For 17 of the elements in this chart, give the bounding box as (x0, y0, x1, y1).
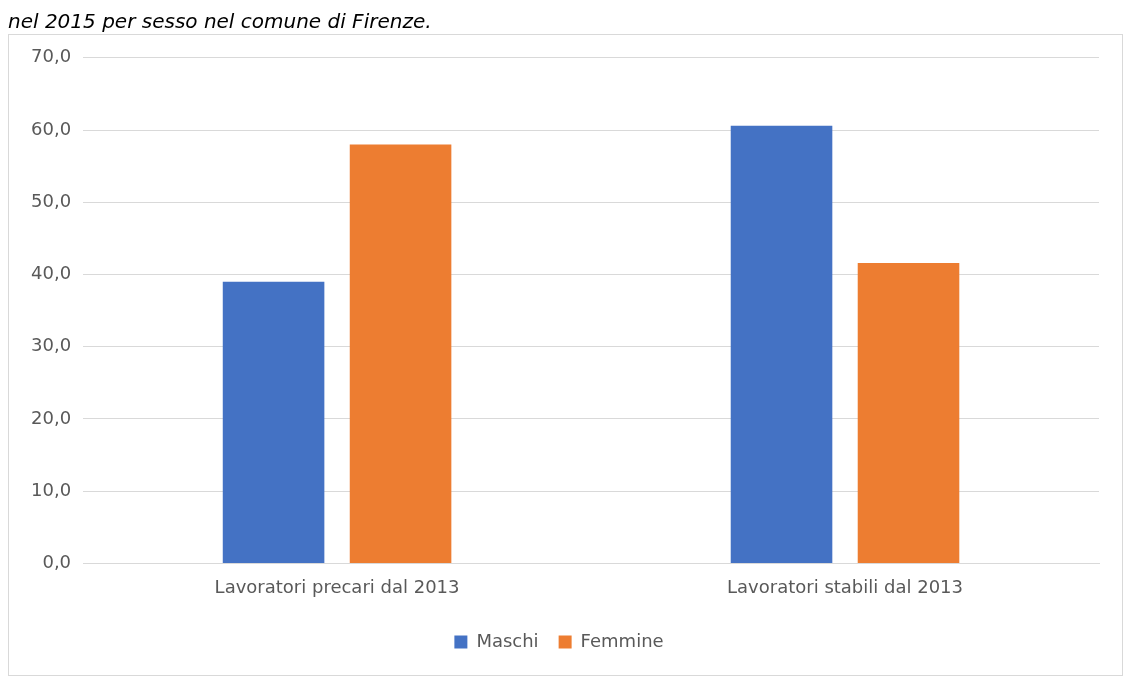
y-tick-label: 0,0 (42, 551, 72, 573)
bar (730, 125, 833, 563)
chart-subtitle: nel 2015 per sesso nel comune di Firenze. (8, 8, 433, 34)
y-tick-label: 70,0 (31, 45, 72, 67)
y-tick-label: 40,0 (31, 262, 72, 284)
y-tick-label: 60,0 (31, 117, 72, 139)
x-tick-label: Lavoratori stabili dal 2013 (727, 575, 963, 597)
y-tick-label: 10,0 (31, 478, 72, 500)
x-tick-label: Lavoratori precari dal 2013 (214, 575, 460, 597)
legend-label: Maschi (476, 629, 539, 651)
y-tick-label: 20,0 (31, 406, 72, 428)
legend-label: Femmine (580, 629, 664, 651)
bar (857, 262, 960, 563)
bar (349, 144, 452, 563)
y-tick-label: 50,0 (31, 189, 72, 211)
y-tick-label: 30,0 (31, 334, 72, 356)
bar (222, 281, 325, 563)
